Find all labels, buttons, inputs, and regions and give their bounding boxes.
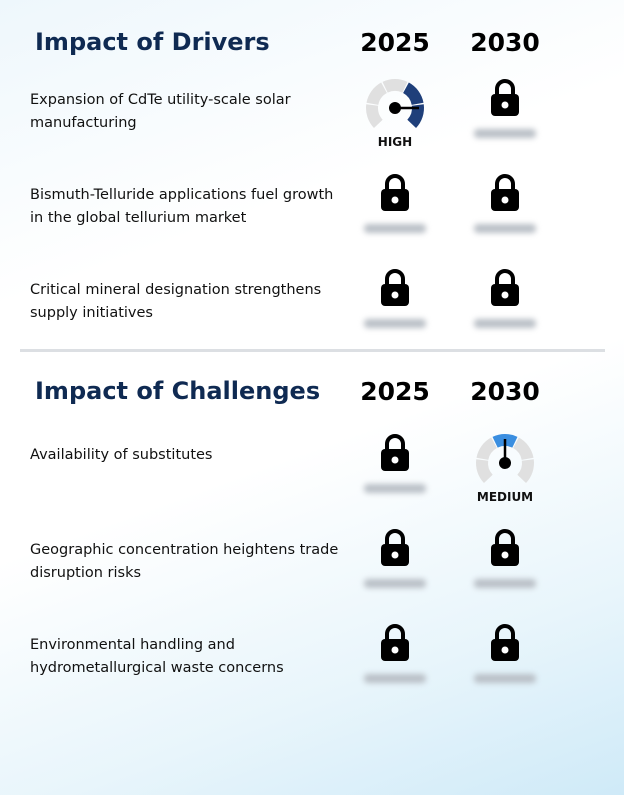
hidden-rating xyxy=(474,224,536,233)
impact-level-label: MEDIUM xyxy=(476,490,534,504)
row-label: Environmental handling and hydrometallur… xyxy=(30,637,284,676)
section-divider xyxy=(20,349,605,352)
hidden-rating xyxy=(474,674,536,683)
year-2030-header: 2030 xyxy=(470,28,540,57)
row-label: Bismuth-Telluride applications fuel grow… xyxy=(30,187,334,226)
impact-cell-2030 xyxy=(450,172,560,252)
hidden-rating xyxy=(474,129,536,138)
challenges-title: Impact of Challenges xyxy=(35,377,321,405)
row-label: Expansion of CdTe utility-scale solar ma… xyxy=(30,92,291,131)
impact-cell-2030 xyxy=(450,527,560,607)
impact-row: Availability of substitutes MEDIUM xyxy=(0,434,624,534)
gauge-segment xyxy=(517,459,534,483)
lock-icon[interactable] xyxy=(490,624,520,662)
impact-cell-2030 xyxy=(450,77,560,157)
impact-cell-2025 xyxy=(340,432,450,512)
lock-icon[interactable] xyxy=(490,79,520,117)
lock-icon[interactable] xyxy=(490,174,520,212)
impact-cell-2030: MEDIUM xyxy=(450,432,560,512)
hidden-rating xyxy=(364,484,426,493)
lock-icon[interactable] xyxy=(380,529,410,567)
impact-row: Geographic concentration heightens trade… xyxy=(0,529,624,629)
impact-cell-2025 xyxy=(340,622,450,702)
impact-cell-2025: HIGH xyxy=(340,77,450,157)
hidden-rating xyxy=(364,579,426,588)
impact-row: Expansion of CdTe utility-scale solar ma… xyxy=(0,79,624,179)
gauge-segment xyxy=(407,104,424,128)
impact-row: Critical mineral designation strengthens… xyxy=(0,269,624,369)
impact-cell-2025 xyxy=(340,172,450,252)
hidden-rating xyxy=(364,674,426,683)
impact-level-label: HIGH xyxy=(377,135,413,149)
impact-cell-2030 xyxy=(450,622,560,702)
lock-icon[interactable] xyxy=(380,624,410,662)
year-2025-header: 2025 xyxy=(360,377,430,406)
gauge-segment xyxy=(513,437,534,460)
year-2030-header: 2030 xyxy=(470,377,540,406)
lock-icon[interactable] xyxy=(380,174,410,212)
drivers-title: Impact of Drivers xyxy=(35,28,270,56)
lock-icon[interactable] xyxy=(380,269,410,307)
impact-row: Bismuth-Telluride applications fuel grow… xyxy=(0,174,624,274)
gauge-segment xyxy=(476,459,493,483)
gauge-segment xyxy=(366,104,383,128)
impact-cell-2025 xyxy=(340,527,450,607)
gauge-segment xyxy=(366,82,387,105)
row-label: Geographic concentration heightens trade… xyxy=(30,542,339,581)
year-2025-header: 2025 xyxy=(360,28,430,57)
hidden-rating xyxy=(364,224,426,233)
gauge-icon xyxy=(366,79,424,128)
lock-icon[interactable] xyxy=(380,434,410,472)
impact-row: Environmental handling and hydrometallur… xyxy=(0,624,624,724)
lock-icon[interactable] xyxy=(490,529,520,567)
gauge-segment xyxy=(403,82,424,105)
impact-cell-2030 xyxy=(450,267,560,347)
hidden-rating xyxy=(474,579,536,588)
row-label: Critical mineral designation strengthens… xyxy=(30,282,322,321)
gauge-segment xyxy=(382,79,408,93)
row-label: Availability of substitutes xyxy=(30,447,213,463)
gauge-icon xyxy=(476,434,534,483)
hidden-rating xyxy=(474,319,536,328)
impact-cell-2025 xyxy=(340,267,450,347)
hidden-rating xyxy=(364,319,426,328)
lock-icon[interactable] xyxy=(490,269,520,307)
gauge-segment xyxy=(476,437,497,460)
